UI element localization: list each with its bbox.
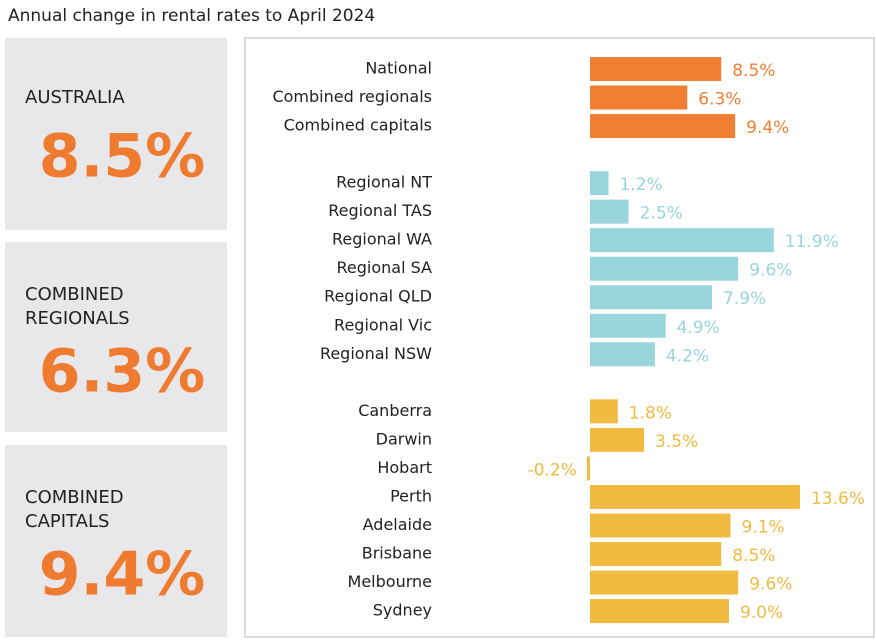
bar	[590, 542, 722, 567]
title: Annual change in rental rates to April 2…	[8, 6, 375, 26]
category-label: Darwin	[376, 429, 432, 448]
value-label: 6.3%	[698, 90, 741, 110]
category-label: Regional QLD	[324, 287, 432, 306]
category-label: Regional TAS	[328, 201, 432, 220]
category-label: Regional NSW	[320, 344, 432, 363]
bar	[590, 228, 774, 253]
value-label: 1.2%	[620, 175, 663, 195]
value-label: 13.6%	[811, 489, 865, 509]
category-label: Hobart	[377, 458, 432, 477]
value-label: 2.5%	[640, 204, 683, 224]
bar	[590, 313, 666, 338]
bar	[590, 199, 629, 224]
value-label: 3.5%	[655, 432, 698, 452]
card-value: 6.3%	[39, 337, 205, 407]
value-label: 8.5%	[732, 61, 775, 81]
value-label: 9.6%	[749, 261, 792, 281]
category-label: Adelaide	[363, 515, 432, 534]
category-label: Combined regionals	[272, 87, 432, 106]
category-label: Combined capitals	[284, 116, 432, 135]
category-label: Regional NT	[336, 173, 432, 192]
value-label: 9.6%	[749, 575, 792, 595]
value-label: 4.2%	[666, 346, 709, 366]
bar	[590, 484, 800, 509]
value-label: 8.5%	[732, 546, 775, 566]
bar	[590, 85, 688, 110]
card-label: REGIONALS	[25, 308, 130, 329]
value-label: 9.1%	[742, 517, 785, 537]
category-label: Regional Vic	[334, 315, 432, 334]
bar	[590, 171, 609, 196]
category-label: Sydney	[373, 601, 432, 620]
bar	[590, 599, 729, 624]
bar	[586, 456, 590, 481]
value-label: 4.9%	[677, 318, 720, 338]
summary-card	[5, 445, 227, 637]
card-label: CAPITALS	[25, 511, 109, 532]
value-label: 11.9%	[785, 232, 839, 252]
chart-panel	[244, 37, 875, 638]
value-label: -0.2%	[528, 460, 577, 480]
bar	[590, 285, 712, 310]
category-label: Regional SA	[336, 258, 432, 277]
bar	[590, 570, 739, 595]
category-label: Brisbane	[362, 544, 432, 563]
bar	[590, 342, 655, 367]
category-label: Canberra	[358, 401, 432, 420]
card-value: 9.4%	[39, 540, 205, 610]
summary-card	[5, 242, 227, 432]
card-label: COMBINED	[25, 284, 124, 305]
summary-card	[5, 38, 227, 230]
category-label: Regional WA	[332, 230, 432, 249]
category-label: Perth	[390, 486, 432, 505]
category-label: Melbourne	[348, 572, 432, 591]
card-label: COMBINED	[25, 487, 124, 508]
bar	[590, 427, 645, 452]
bar	[590, 57, 722, 81]
category-label: National	[365, 59, 432, 78]
value-label: 9.0%	[740, 603, 783, 623]
card-label: AUSTRALIA	[25, 87, 125, 108]
value-label: 1.8%	[629, 403, 672, 423]
bar	[590, 114, 736, 139]
bar	[590, 399, 618, 424]
value-label: 7.9%	[723, 289, 766, 309]
value-label: 9.4%	[746, 118, 789, 138]
bar	[590, 513, 731, 538]
bar	[590, 256, 739, 281]
card-value: 8.5%	[39, 122, 205, 192]
